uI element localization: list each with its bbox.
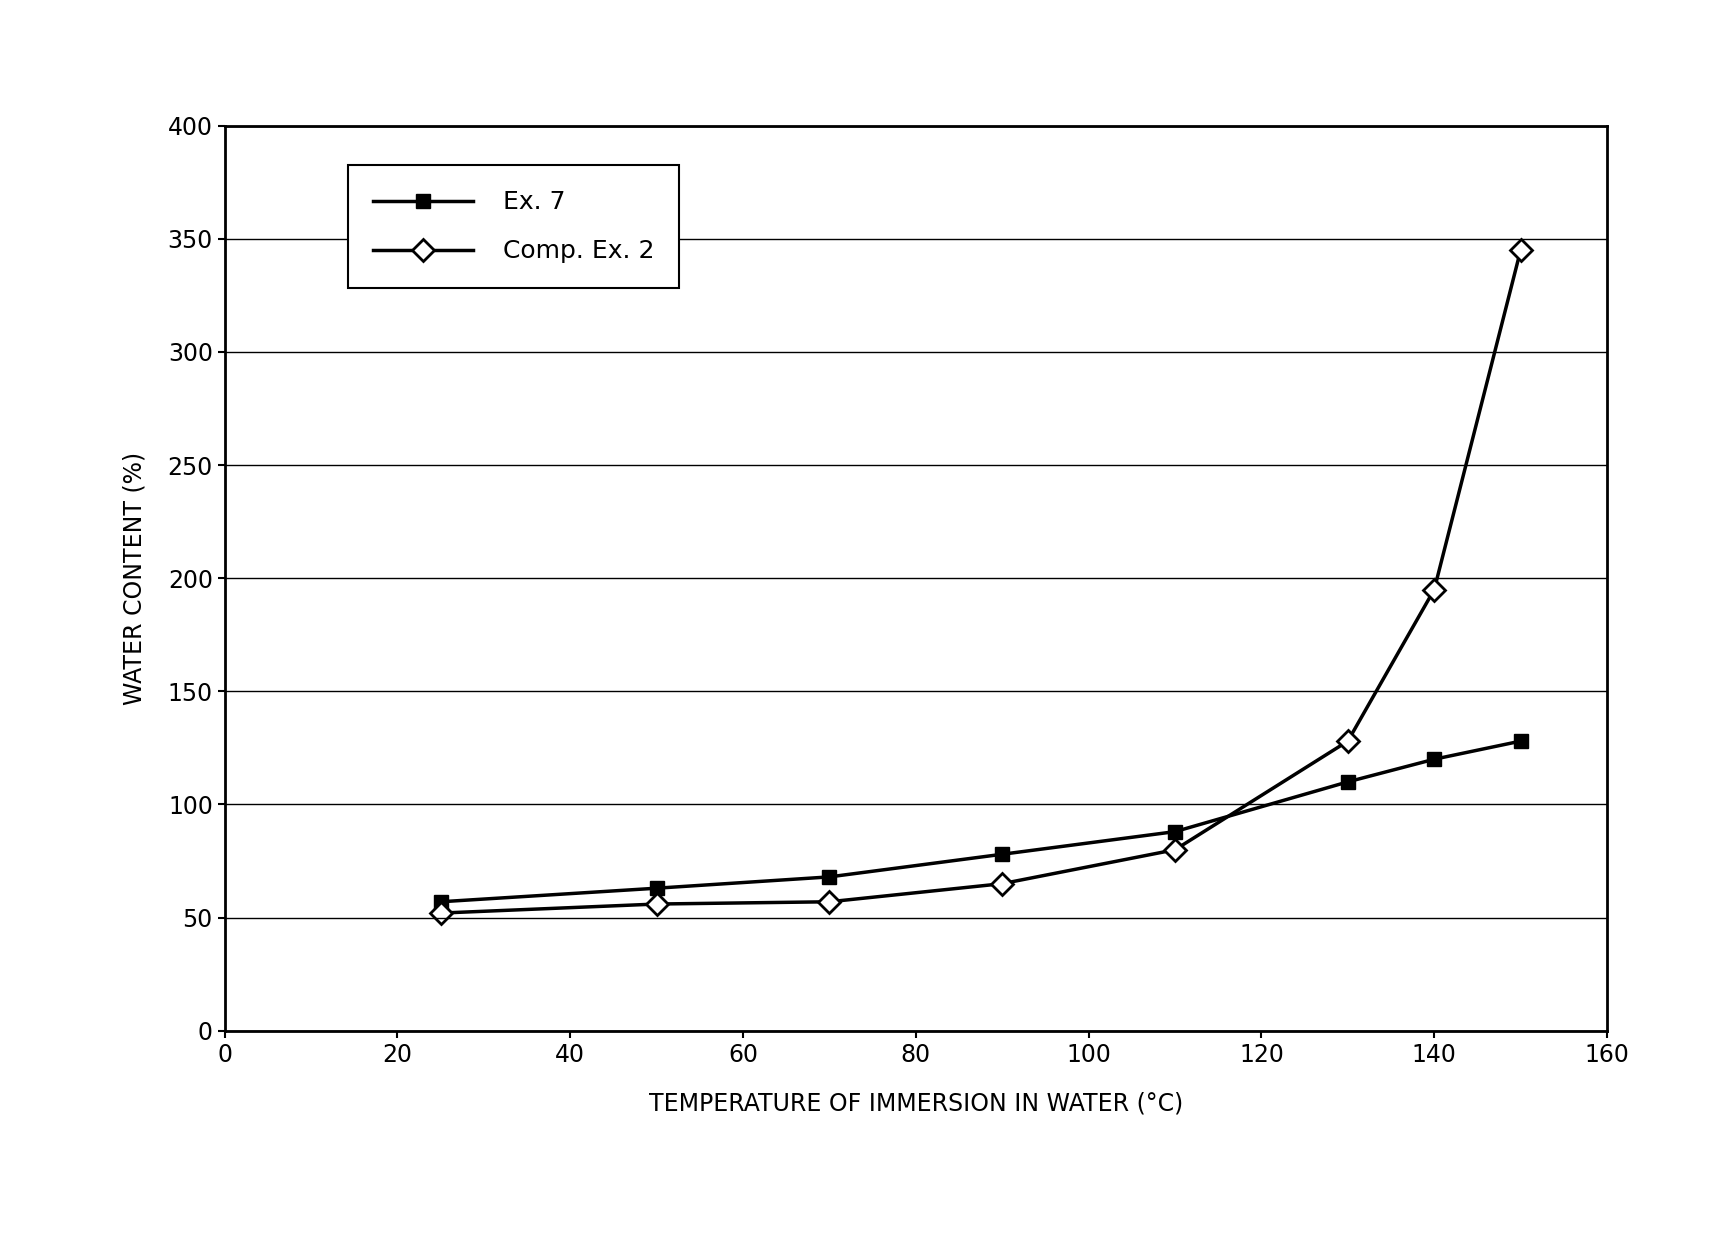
Ex. 7 xyxy=(430,894,451,909)
Comp. Ex. 2 xyxy=(992,876,1013,891)
Comp. Ex. 2 xyxy=(646,896,667,911)
Ex. 7 xyxy=(819,870,840,885)
Legend: Ex. 7, Comp. Ex. 2: Ex. 7, Comp. Ex. 2 xyxy=(347,166,679,288)
X-axis label: TEMPERATURE OF IMMERSION IN WATER (°C): TEMPERATURE OF IMMERSION IN WATER (°C) xyxy=(648,1091,1184,1115)
Comp. Ex. 2 xyxy=(1510,243,1531,258)
Comp. Ex. 2 xyxy=(819,894,840,909)
Comp. Ex. 2 xyxy=(1424,582,1445,597)
Comp. Ex. 2 xyxy=(430,905,451,920)
Ex. 7 xyxy=(1510,734,1531,749)
Line: Ex. 7: Ex. 7 xyxy=(434,734,1528,909)
Ex. 7 xyxy=(1424,752,1445,767)
Ex. 7 xyxy=(1337,774,1358,789)
Ex. 7 xyxy=(646,881,667,896)
Line: Comp. Ex. 2: Comp. Ex. 2 xyxy=(434,243,1528,920)
Y-axis label: WATER CONTENT (%): WATER CONTENT (%) xyxy=(123,451,147,705)
Comp. Ex. 2 xyxy=(1337,734,1358,749)
Ex. 7 xyxy=(1165,825,1185,840)
Comp. Ex. 2 xyxy=(1165,842,1185,857)
Ex. 7 xyxy=(992,847,1013,862)
